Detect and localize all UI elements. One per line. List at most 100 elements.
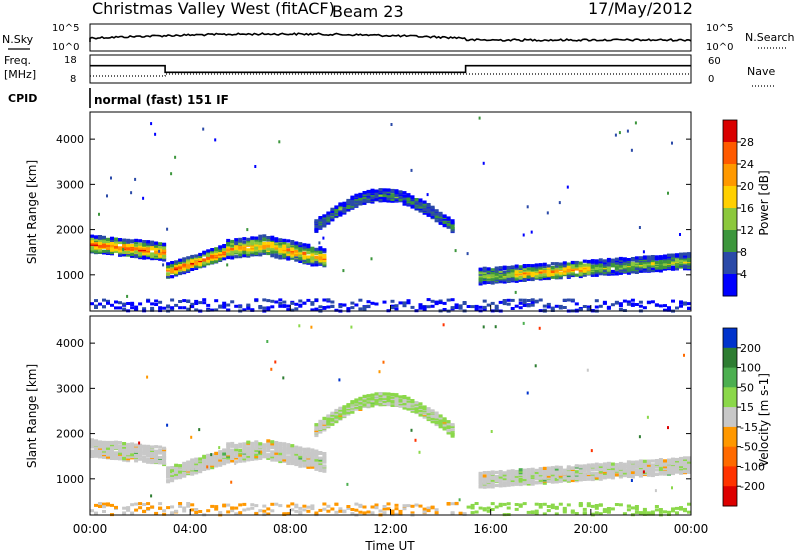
heatmap-cell (250, 506, 255, 510)
heatmap-cell (142, 450, 147, 454)
heatmap-cell (162, 459, 167, 463)
heatmap-cell (258, 242, 263, 246)
heatmap-cell (98, 212, 100, 216)
heatmap-cell (118, 240, 122, 245)
heatmap-cell (514, 503, 519, 506)
heatmap-cell (150, 445, 155, 449)
heatmap-cell (546, 276, 551, 280)
heatmap-cell (679, 456, 683, 461)
heatmap-cell (274, 449, 279, 453)
heatmap-cell (242, 242, 247, 246)
heatmap-cell (262, 446, 267, 450)
heatmap-cell (258, 253, 263, 257)
heatmap-cell (683, 302, 687, 306)
heatmap-cell (90, 234, 94, 238)
heatmap-cell (450, 423, 455, 427)
heatmap-cell (222, 462, 227, 466)
heatmap-cell (658, 304, 663, 308)
heatmap-cell (222, 448, 227, 452)
heatmap-cell (194, 262, 199, 266)
heatmap-cell (630, 460, 635, 464)
heatmap-cell (554, 304, 559, 308)
heatmap-cell (406, 198, 411, 202)
heatmap-cell (218, 450, 223, 454)
heatmap-cell (618, 469, 623, 473)
heatmap-cell (282, 512, 287, 516)
heatmap-cell (378, 191, 383, 195)
heatmap-cell (506, 502, 511, 506)
heatmap-cell (370, 511, 375, 515)
heatmap-cell (578, 261, 583, 265)
heatmap-cell (578, 308, 583, 312)
heatmap-cell (190, 458, 195, 462)
heatmap-cell (630, 302, 635, 306)
heatmap-cell (174, 303, 179, 307)
heatmap-cell (687, 306, 691, 310)
heatmap-cell (226, 446, 231, 450)
heatmap-cell (618, 472, 623, 476)
heatmap-cell (106, 194, 108, 198)
heatmap-cell (182, 299, 187, 303)
heatmap-cell (402, 402, 407, 406)
heatmap-cell (679, 300, 683, 304)
heatmap-cell (562, 271, 567, 275)
heatmap-cell (398, 511, 403, 515)
heatmap-cell (574, 273, 579, 277)
heatmap-cell (470, 511, 475, 515)
heatmap-cell (266, 306, 271, 310)
heatmap-cell (118, 306, 122, 310)
heatmap-cell (118, 301, 122, 305)
heatmap-cell (494, 470, 499, 474)
heatmap-cell (318, 257, 323, 261)
heatmap-cell (282, 252, 287, 256)
heatmap-cell (510, 268, 515, 272)
heatmap-cell (406, 299, 411, 303)
heatmap-cell (314, 511, 319, 515)
heatmap-cell (634, 463, 639, 468)
heatmap-cell (170, 306, 175, 310)
heatmap-cell (186, 256, 191, 260)
heatmap-cell (198, 465, 203, 469)
heatmap-cell (546, 468, 551, 472)
heatmap-cell (350, 301, 355, 305)
heatmap-cell (222, 305, 227, 309)
heatmap-cell (586, 267, 591, 271)
heatmap-cell (138, 443, 143, 447)
heatmap-cell (642, 267, 647, 271)
heatmap-cell (482, 507, 487, 511)
heatmap-cell (218, 245, 223, 249)
heatmap-cell (522, 298, 527, 302)
heatmap-cell (306, 251, 311, 255)
xtick-label: 12:00 (373, 522, 408, 536)
heatmap-cell (594, 464, 599, 468)
heatmap-cell (362, 403, 367, 407)
heatmap-cell (582, 259, 587, 263)
heatmap-cell (242, 308, 247, 312)
heatmap-cell (310, 325, 313, 329)
heatmap-cell (490, 483, 495, 487)
heatmap-cell (594, 506, 599, 510)
heatmap-cell (366, 304, 371, 308)
heatmap-cell (114, 306, 118, 310)
heatmap-cell (366, 189, 371, 194)
heatmap-cell (262, 509, 267, 513)
heatmap-cell (238, 445, 243, 449)
heatmap-cell (162, 509, 167, 513)
heatmap-cell (406, 399, 411, 403)
heatmap-cell (122, 455, 127, 460)
heatmap-cell (334, 408, 339, 413)
heatmap-cell (102, 510, 106, 513)
heatmap-cell (294, 461, 299, 465)
heatmap-cell (683, 460, 687, 464)
heatmap-cell (642, 255, 647, 259)
heatmap-cell (610, 269, 615, 274)
heatmap-cell (142, 447, 147, 451)
heatmap-cell (638, 300, 643, 304)
heatmap-cell (330, 300, 335, 304)
heatmap-cell (562, 269, 567, 273)
heatmap-cell (254, 298, 259, 302)
heatmap-cell (106, 301, 110, 305)
colorbar-swatch (723, 446, 737, 467)
heatmap-cell (138, 506, 143, 510)
heatmap-cell (358, 192, 363, 196)
